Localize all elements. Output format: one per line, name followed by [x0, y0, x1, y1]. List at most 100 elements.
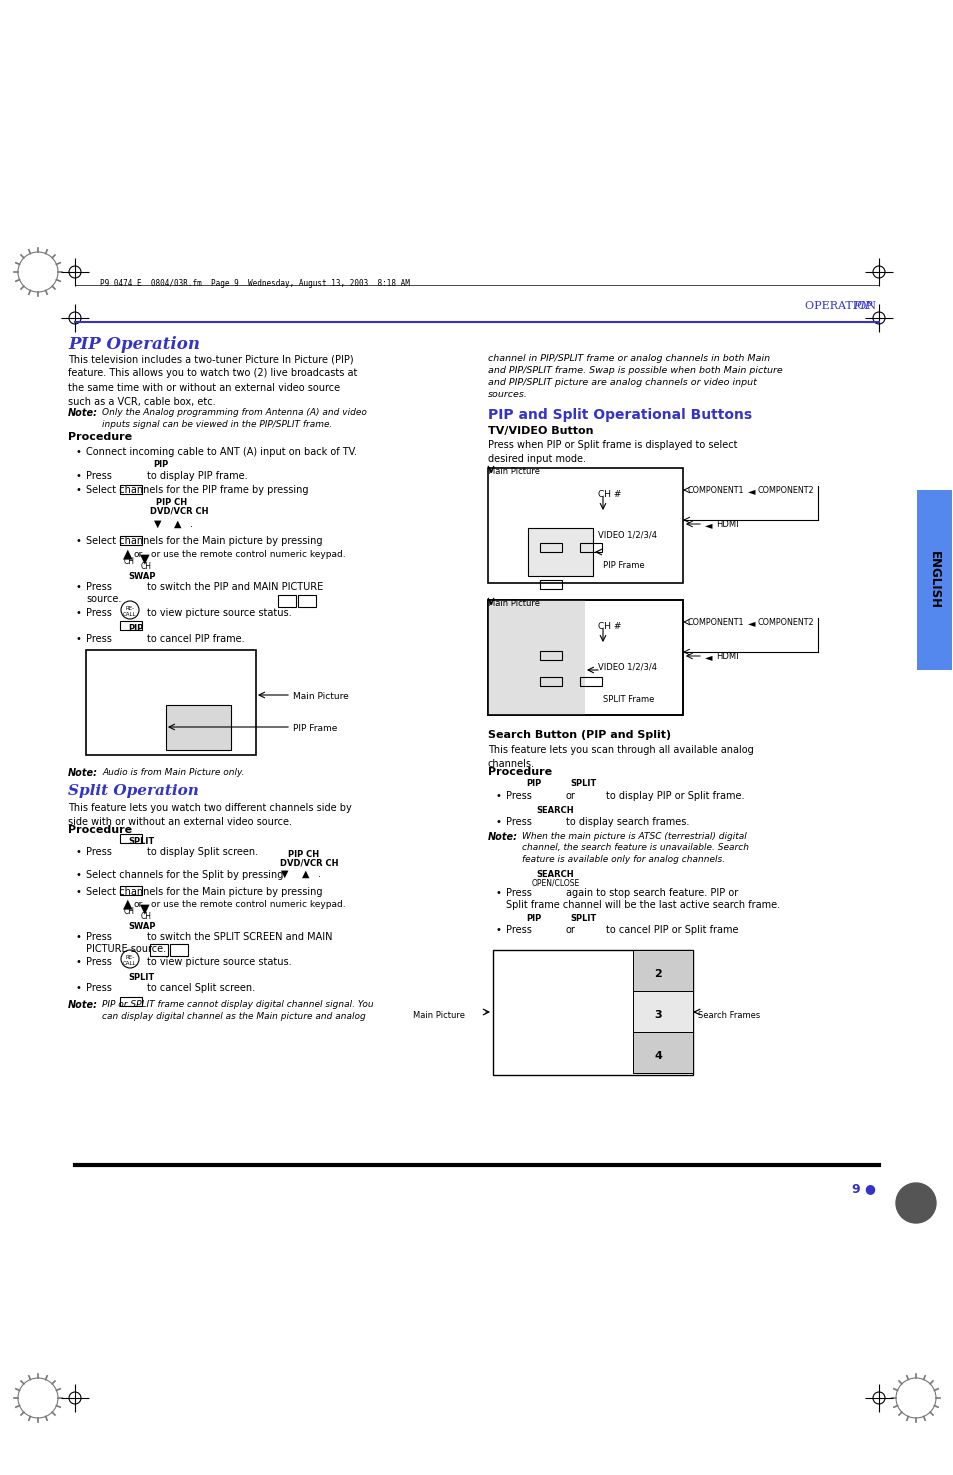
Bar	[120, 997, 142, 1006]
Text: PIP: PIP	[852, 301, 875, 311]
Text: PIP or SPLIT frame cannot display digital channel signal. You
can display digita: PIP or SPLIT frame cannot display digita…	[102, 1000, 374, 1021]
Text: ▲: ▲	[302, 869, 309, 879]
Bar	[579, 677, 601, 686]
Text: P9 0474 E  0804/03R.fm  Page 9  Wednesday, August 13, 2003  8:18 AM: P9 0474 E 0804/03R.fm Page 9 Wednesday, …	[100, 279, 410, 288]
Bar	[488, 600, 584, 715]
Text: ◄: ◄	[747, 618, 755, 628]
Text: Note:: Note:	[68, 409, 98, 417]
Text: 3: 3	[654, 1010, 661, 1021]
Bar	[86, 650, 255, 755]
Text: or: or	[565, 925, 576, 935]
Text: COMPONENT2: COMPONENT2	[758, 485, 814, 496]
Text: source.: source.	[86, 594, 121, 603]
Text: Split Operation: Split Operation	[68, 785, 198, 798]
Text: Only the Analog programming from Antenna (A) and video
inputs signal can be view: Only the Analog programming from Antenna…	[102, 409, 367, 429]
Bar	[527, 528, 593, 577]
Text: SWAP: SWAP	[128, 922, 155, 931]
Text: •: •	[76, 886, 82, 897]
Text: or: or	[133, 550, 143, 559]
Text: ◄: ◄	[704, 652, 712, 662]
Text: Press: Press	[505, 888, 532, 898]
Text: COMPONENT1: COMPONENT1	[687, 618, 743, 627]
Bar	[493, 950, 692, 1075]
Bar	[633, 991, 692, 1032]
Text: This television includes a two-tuner Picture In Picture (PIP)
feature. This allo: This television includes a two-tuner Pic…	[68, 354, 357, 407]
Text: •: •	[76, 982, 82, 993]
Text: RE-
CALL: RE- CALL	[123, 606, 136, 617]
Text: Search Frames: Search Frames	[698, 1012, 760, 1021]
Text: PIP CH: PIP CH	[156, 499, 187, 507]
Text: Press: Press	[505, 817, 532, 827]
Text: •: •	[496, 791, 501, 801]
Text: to display PIP or Split frame.: to display PIP or Split frame.	[605, 791, 743, 801]
Text: 4: 4	[654, 1052, 661, 1061]
Bar	[579, 543, 601, 552]
Text: CH: CH	[141, 562, 152, 571]
Text: 9 ●: 9 ●	[851, 1181, 875, 1195]
Text: SPLIT: SPLIT	[128, 836, 154, 847]
Bar	[633, 1032, 692, 1072]
Text: ▼: ▼	[140, 903, 150, 914]
Text: Procedure: Procedure	[68, 825, 132, 835]
Text: Press: Press	[505, 791, 532, 801]
Bar	[170, 944, 188, 956]
Text: PIP: PIP	[525, 914, 540, 923]
Bar	[488, 600, 682, 715]
Text: •: •	[76, 932, 82, 943]
Text: DVD/VCR CH: DVD/VCR CH	[280, 858, 338, 867]
Text: Press: Press	[86, 847, 112, 857]
Text: CH: CH	[124, 907, 135, 916]
Text: Main Picture: Main Picture	[413, 1012, 464, 1021]
Text: Press: Press	[86, 932, 112, 943]
Text: Press: Press	[86, 471, 112, 481]
Text: •: •	[496, 888, 501, 898]
Text: PIP and Split Operational Buttons: PIP and Split Operational Buttons	[488, 409, 751, 422]
Text: SEARCH: SEARCH	[536, 870, 573, 879]
Text: SEARCH: SEARCH	[536, 805, 573, 816]
Text: to cancel PIP frame.: to cancel PIP frame.	[147, 634, 244, 645]
Text: to cancel Split screen.: to cancel Split screen.	[147, 982, 254, 993]
Text: Select channels for the Main picture by pressing: Select channels for the Main picture by …	[86, 886, 322, 897]
Text: •: •	[76, 634, 82, 645]
Bar	[539, 677, 561, 686]
Text: VIDEO 1/2/3/4: VIDEO 1/2/3/4	[598, 530, 657, 538]
Bar	[488, 468, 682, 583]
Text: HDMI: HDMI	[716, 652, 738, 661]
Text: •: •	[76, 447, 82, 457]
Text: PIP: PIP	[152, 460, 168, 469]
Text: OPEN/CLOSE: OPEN/CLOSE	[532, 878, 579, 886]
Text: •: •	[76, 471, 82, 481]
Text: Select channels for the Main picture by pressing: Select channels for the Main picture by …	[86, 535, 322, 546]
Text: Audio is from Main Picture only.: Audio is from Main Picture only.	[102, 768, 244, 777]
Bar	[120, 886, 142, 895]
Text: ENGLISH: ENGLISH	[927, 552, 940, 609]
Text: Press: Press	[505, 925, 532, 935]
Text: Connect incoming cable to ANT (A) input on back of TV.: Connect incoming cable to ANT (A) input …	[86, 447, 356, 457]
Bar	[277, 594, 295, 608]
Text: ▼: ▼	[153, 519, 161, 530]
Text: SPLIT: SPLIT	[569, 779, 596, 788]
Text: PIP Frame: PIP Frame	[293, 724, 337, 733]
Text: •: •	[76, 847, 82, 857]
Text: OPERATION: OPERATION	[790, 301, 875, 311]
Text: CH #: CH #	[598, 622, 620, 631]
Text: COMPONENT1: COMPONENT1	[687, 485, 743, 496]
Text: Press: Press	[86, 634, 112, 645]
Bar	[120, 621, 142, 630]
Text: Note:: Note:	[68, 768, 98, 777]
Text: Note:: Note:	[488, 832, 517, 842]
Text: Press: Press	[86, 957, 112, 968]
Circle shape	[895, 1183, 935, 1223]
Text: ▼: ▼	[281, 869, 288, 879]
Text: RE-
CALL: RE- CALL	[123, 954, 136, 966]
Text: ▲: ▲	[123, 547, 132, 560]
Bar	[166, 705, 231, 749]
Text: HDMI: HDMI	[716, 521, 738, 530]
Text: ▼: ▼	[140, 552, 150, 565]
Text: •: •	[76, 608, 82, 618]
Text: 2: 2	[654, 969, 661, 979]
Text: Procedure: Procedure	[68, 432, 132, 442]
Text: Press: Press	[86, 982, 112, 993]
Text: ▲: ▲	[123, 897, 132, 910]
Text: PIP: PIP	[128, 624, 143, 633]
